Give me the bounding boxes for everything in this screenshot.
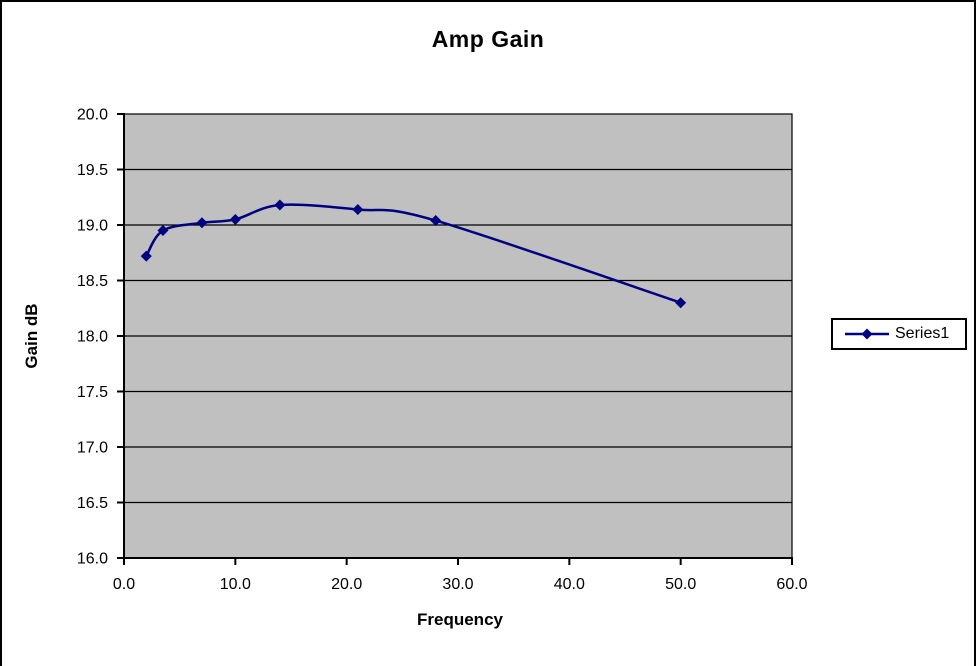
x-tick-label: 10.0 [220,576,251,593]
y-tick-label: 16.5 [77,495,108,512]
x-tick-label: 20.0 [331,576,362,593]
data-point-marker[interactable] [675,297,687,309]
legend-series-label: Series1 [895,325,950,342]
chart-title[interactable]: Amp Gain [431,26,545,52]
x-tick-label: 30.0 [442,576,473,593]
x-tick-label: 0.0 [113,576,135,593]
data-point-marker[interactable] [352,203,364,215]
y-tick-label: 18.0 [77,329,108,346]
data-point-marker[interactable] [140,250,152,262]
y-tick-label: 17.5 [77,384,108,401]
legend-box[interactable]: Series1 [831,318,967,350]
y-tick-label: 19.0 [77,218,108,235]
data-point-marker[interactable] [196,217,208,229]
data-point-marker[interactable] [430,215,442,227]
y-tick-label: 20.0 [77,107,108,124]
x-axis-title[interactable]: Frequency [417,610,503,629]
data-point-marker[interactable] [274,199,286,211]
y-tick-label: 18.5 [77,273,108,290]
series-line-marker-icon [844,328,890,340]
x-tick-label: 40.0 [554,576,585,593]
x-tick-label: 50.0 [665,576,696,593]
y-tick-label: 19.5 [77,162,108,179]
y-tick-label: 16.0 [77,551,108,568]
y-tick-label: 17.0 [77,440,108,457]
x-tick-label: 60.0 [776,576,807,593]
data-point-marker[interactable] [157,225,169,237]
data-point-marker[interactable] [229,213,241,225]
